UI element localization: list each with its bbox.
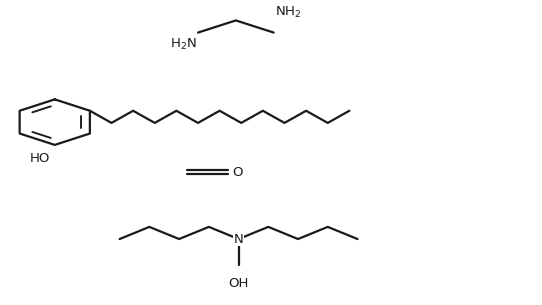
Text: H$_2$N: H$_2$N [170,37,196,52]
Text: NH$_2$: NH$_2$ [275,5,302,20]
Text: N: N [234,232,243,246]
Text: HO: HO [30,152,50,165]
Text: OH: OH [228,277,249,290]
Text: O: O [232,166,243,179]
